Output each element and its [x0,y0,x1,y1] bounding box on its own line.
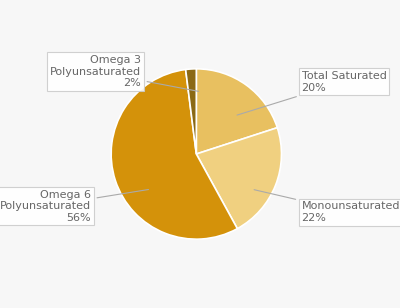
Wedge shape [196,69,277,154]
Wedge shape [186,69,196,154]
Wedge shape [111,70,237,239]
Text: Monounsaturated
22%: Monounsaturated 22% [254,190,400,223]
Text: Omega 6
Polyunsaturated
56%: Omega 6 Polyunsaturated 56% [0,189,148,223]
Text: Omega 3
Polyunsaturated
2%: Omega 3 Polyunsaturated 2% [50,55,198,91]
Wedge shape [196,128,282,229]
Text: Total Saturated
20%: Total Saturated 20% [237,71,386,115]
